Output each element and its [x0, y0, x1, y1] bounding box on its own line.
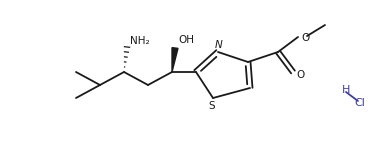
- Text: H: H: [342, 85, 350, 95]
- Text: S: S: [209, 101, 215, 111]
- Text: N: N: [215, 40, 223, 50]
- Text: Cl: Cl: [355, 98, 365, 108]
- Text: O: O: [301, 33, 309, 43]
- Text: OH: OH: [178, 35, 194, 45]
- Text: O: O: [296, 70, 304, 80]
- Text: NH₂: NH₂: [130, 36, 150, 46]
- Polygon shape: [172, 48, 178, 72]
